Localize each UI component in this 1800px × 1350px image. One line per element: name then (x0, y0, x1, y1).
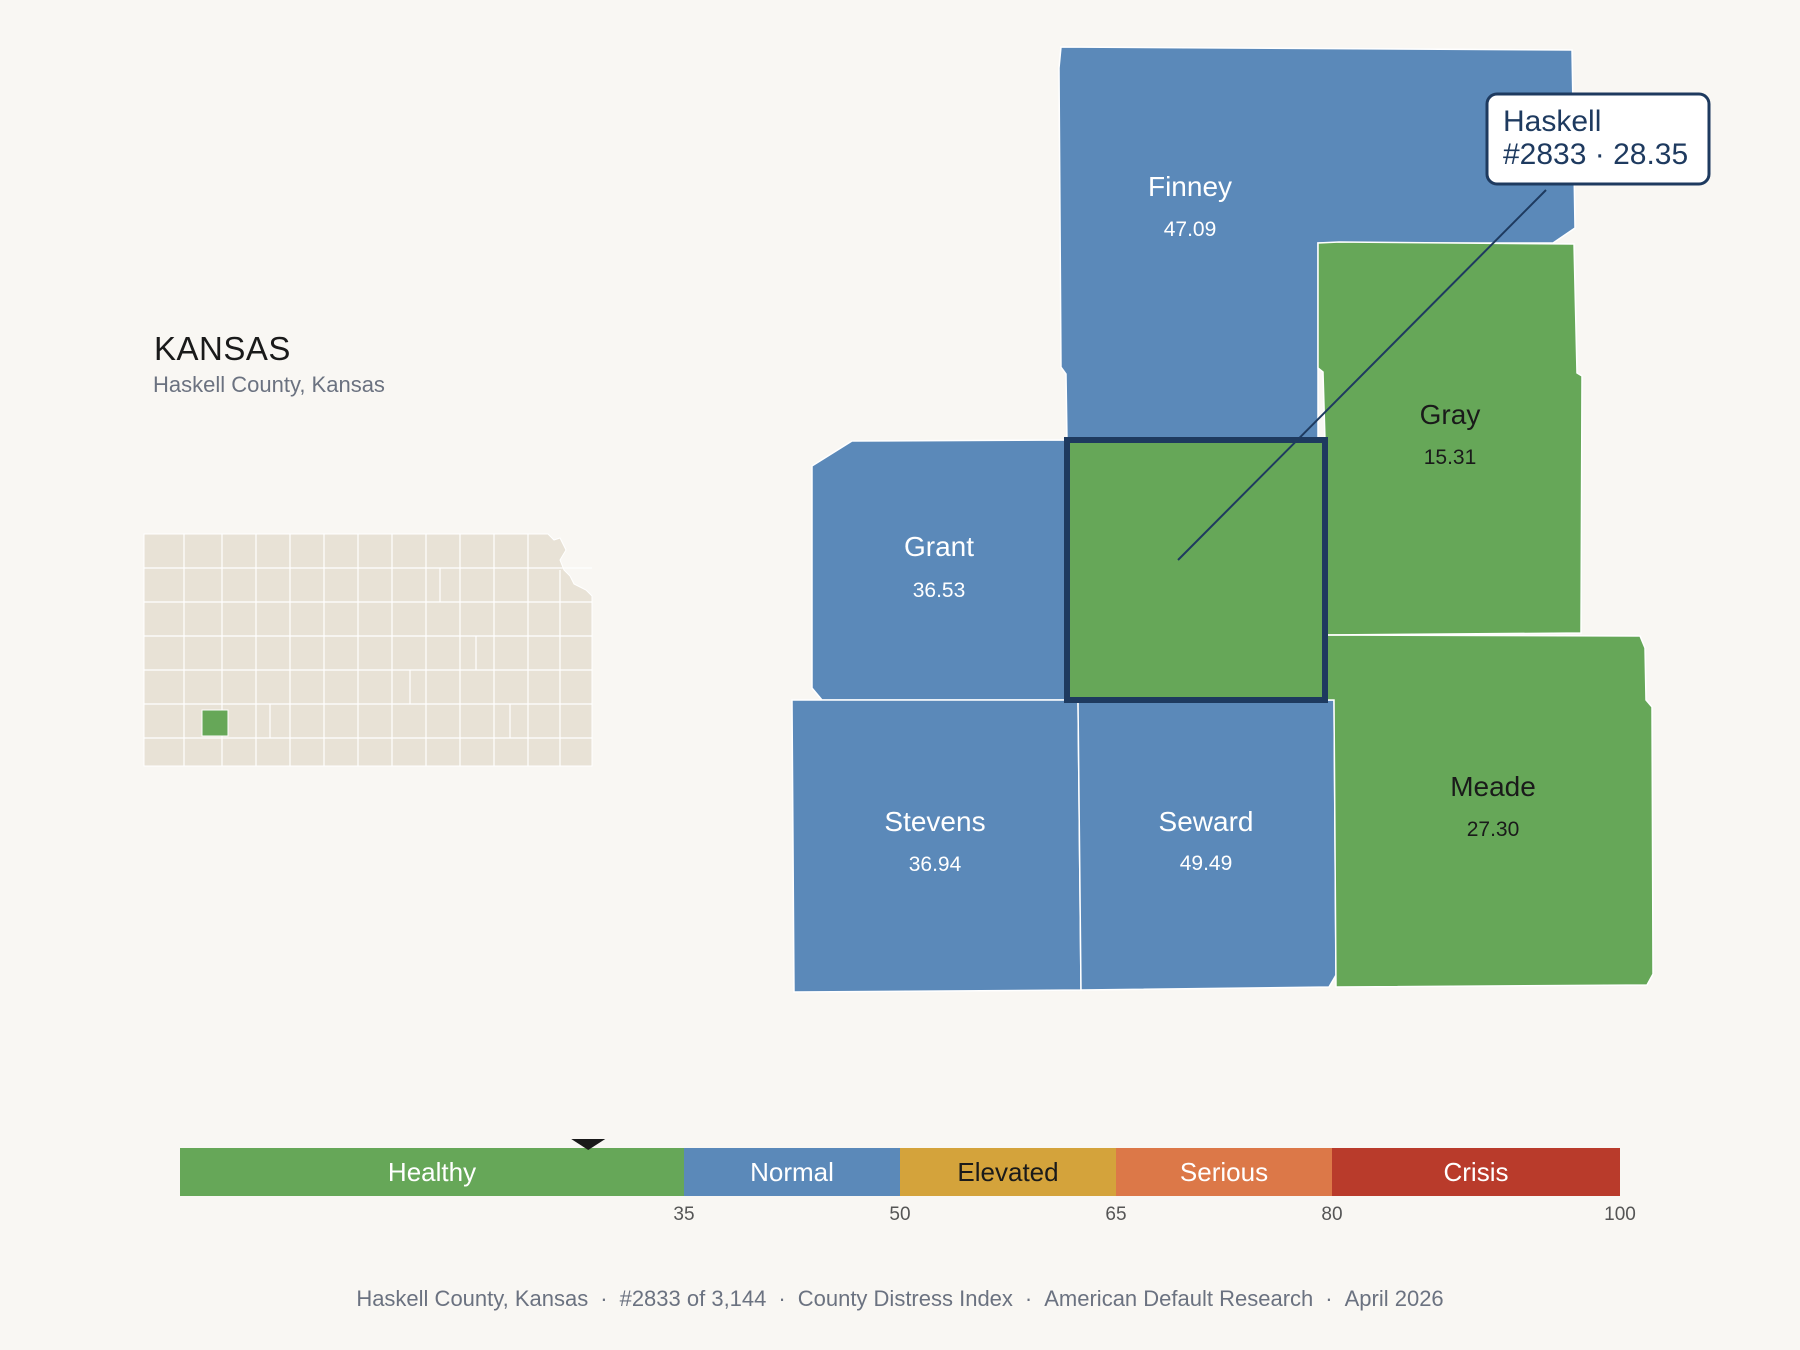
scale-band-normal (684, 1148, 900, 1196)
scale-tick-label: 80 (1321, 1204, 1342, 1225)
scale-tick-label: 100 (1604, 1204, 1636, 1225)
scale-band-label-serious: Serious (1180, 1157, 1268, 1187)
footer-separator: · (1024, 1286, 1033, 1311)
county-value-grant: 36.53 (913, 579, 966, 602)
scale-tick-label: 65 (1105, 1204, 1126, 1225)
callout-box (1485, 92, 1711, 186)
scale-band-label-elevated: Elevated (957, 1157, 1058, 1187)
scale-bands: Healthy Normal Elevated Serious Crisis (180, 1148, 1620, 1196)
county-value-seward: 49.49 (1180, 852, 1233, 875)
county-meade[interactable] (1324, 634, 1654, 988)
scale-marker-triangle (571, 1139, 606, 1150)
state-subtitle: Haskell County, Kansas (153, 372, 385, 397)
footer-rank: #2833 of 3,144 (619, 1286, 767, 1311)
county-value-gray: 15.31 (1424, 446, 1477, 469)
callout-leader-line (1177, 189, 1547, 561)
county-label-stevens: Stevens (884, 806, 985, 837)
footer-source: American Default Research (1044, 1286, 1314, 1311)
county-gray[interactable] (1317, 241, 1583, 636)
footer-index: County Distress Index (797, 1286, 1013, 1311)
callout-rank-value: #2833 · 28.35 (1503, 138, 1688, 171)
footer-separator: · (778, 1286, 786, 1311)
county-label-seward: Seward (1159, 806, 1254, 837)
scale-ticks: 35 50 65 80 100 (673, 1204, 1635, 1225)
scale-band-crisis (1332, 1148, 1620, 1196)
kansas-locator-map (143, 533, 593, 767)
county-grid (144, 534, 592, 766)
callout-county-name: Haskell (1503, 105, 1601, 138)
scale-tick-label: 35 (673, 1204, 694, 1225)
scale-band-healthy (180, 1148, 684, 1196)
county-label-gray: Gray (1420, 399, 1481, 430)
footer-separator: · (600, 1286, 608, 1311)
county-label-meade: Meade (1450, 771, 1536, 802)
scale-band-label-crisis: Crisis (1444, 1157, 1509, 1187)
county-label-finney: Finney (1148, 171, 1232, 202)
selected-county-outline (1064, 437, 1328, 703)
haskell-locator-marker (201, 709, 229, 737)
footer-date: April 2026 (1344, 1286, 1444, 1311)
scale-band-elevated (900, 1148, 1116, 1196)
footer: Haskell County, Kansas · #2833 of 3,144 · Co… (0, 1286, 1800, 1312)
footer-location: Haskell County, Kansas (356, 1286, 589, 1311)
scale-band-label-normal: Normal (750, 1157, 834, 1187)
county-value-meade: 27.30 (1467, 818, 1520, 841)
scale-tick-label: 50 (889, 1204, 910, 1225)
scale-band-label-healthy: Healthy (388, 1157, 476, 1187)
county-value-finney: 47.09 (1164, 218, 1217, 241)
state-title: KANSAS (154, 330, 291, 367)
footer-separator: · (1325, 1286, 1333, 1311)
county-label-grant: Grant (904, 531, 974, 562)
scale-band-serious (1116, 1148, 1332, 1196)
county-value-stevens: 36.94 (909, 853, 962, 876)
